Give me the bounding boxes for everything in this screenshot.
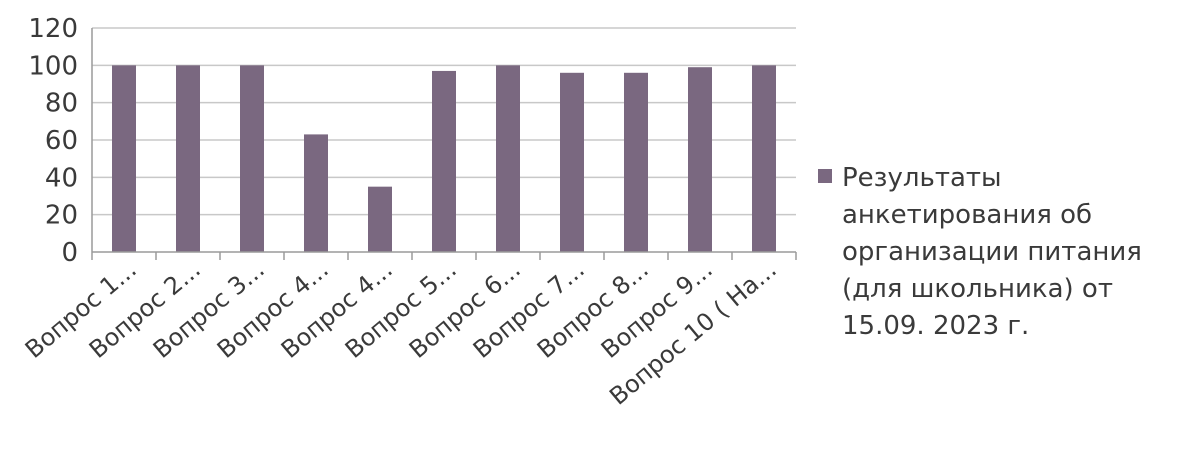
y-tick-label: 120: [28, 14, 78, 44]
bar: [112, 65, 136, 252]
bar: [624, 72, 648, 252]
bar: [496, 65, 520, 252]
bar: [752, 65, 776, 252]
bar: [560, 72, 584, 252]
legend-entry-label: Результаты анкетирования об организации …: [842, 163, 1142, 341]
y-tick-label: 80: [45, 89, 78, 119]
y-tick-label: 20: [45, 201, 78, 231]
y-tick-label: 100: [28, 51, 78, 81]
bar: [688, 67, 712, 252]
bar: [304, 134, 328, 252]
axes: [91, 28, 797, 260]
bar: [176, 65, 200, 252]
y-tick-label: 60: [45, 126, 78, 156]
y-tick-label: 40: [45, 163, 78, 193]
y-tick-label: 0: [61, 238, 78, 268]
bar: [432, 70, 456, 252]
bars: [112, 65, 776, 252]
bar: [368, 186, 392, 252]
bar: [240, 65, 264, 252]
legend-swatch: [818, 169, 832, 183]
